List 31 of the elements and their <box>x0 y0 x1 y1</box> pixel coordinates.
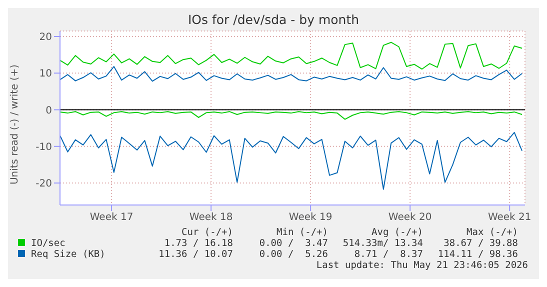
text: Avg (-/+) <box>370 227 423 238</box>
line-series <box>60 111 523 120</box>
text: 8.71 / 8.37 <box>353 249 423 260</box>
y-tick-label: -20 <box>36 178 52 190</box>
text: 0.00 / 3.47 <box>258 238 328 249</box>
line-series <box>60 132 523 190</box>
x-tick-label: Week 21 <box>488 212 532 224</box>
x-tick-label: Week 19 <box>288 212 332 224</box>
y-tick-label: 20 <box>39 32 52 44</box>
text: Cur (-/+) <box>180 227 233 238</box>
text: 114.11 / 98.36 <box>436 249 518 260</box>
y-tick-label: 10 <box>39 68 52 80</box>
text: 38.67 / 39.88 <box>442 238 518 249</box>
text: Last update: Thu May 21 23:46:05 2026 <box>315 260 528 271</box>
text: 11.36 / 10.07 <box>158 249 233 260</box>
x-tick-label: Week 18 <box>189 212 233 224</box>
x-tick-label: Week 17 <box>90 212 134 224</box>
text: 1.73 / 16.18 <box>163 238 233 249</box>
text: 514.33m/ 13.34 <box>342 238 423 249</box>
line-series <box>60 66 523 82</box>
text: Min (-/+) <box>276 227 328 238</box>
text: 0.00 / 5.26 <box>258 249 328 260</box>
y-tick-label: 0 <box>46 105 52 116</box>
x-tick-label: Week 20 <box>388 212 432 224</box>
chart-title: IOs for /dev/sda - by month <box>186 11 360 27</box>
legend-label: IO/sec <box>30 238 66 249</box>
y-axis-title: Units read (-) / write (+) <box>10 64 20 185</box>
legend-label: Req Size (KB) <box>30 249 106 260</box>
y-tick-label: -10 <box>36 142 52 153</box>
line-series <box>60 42 523 70</box>
text: Max (-/+) <box>466 227 518 238</box>
